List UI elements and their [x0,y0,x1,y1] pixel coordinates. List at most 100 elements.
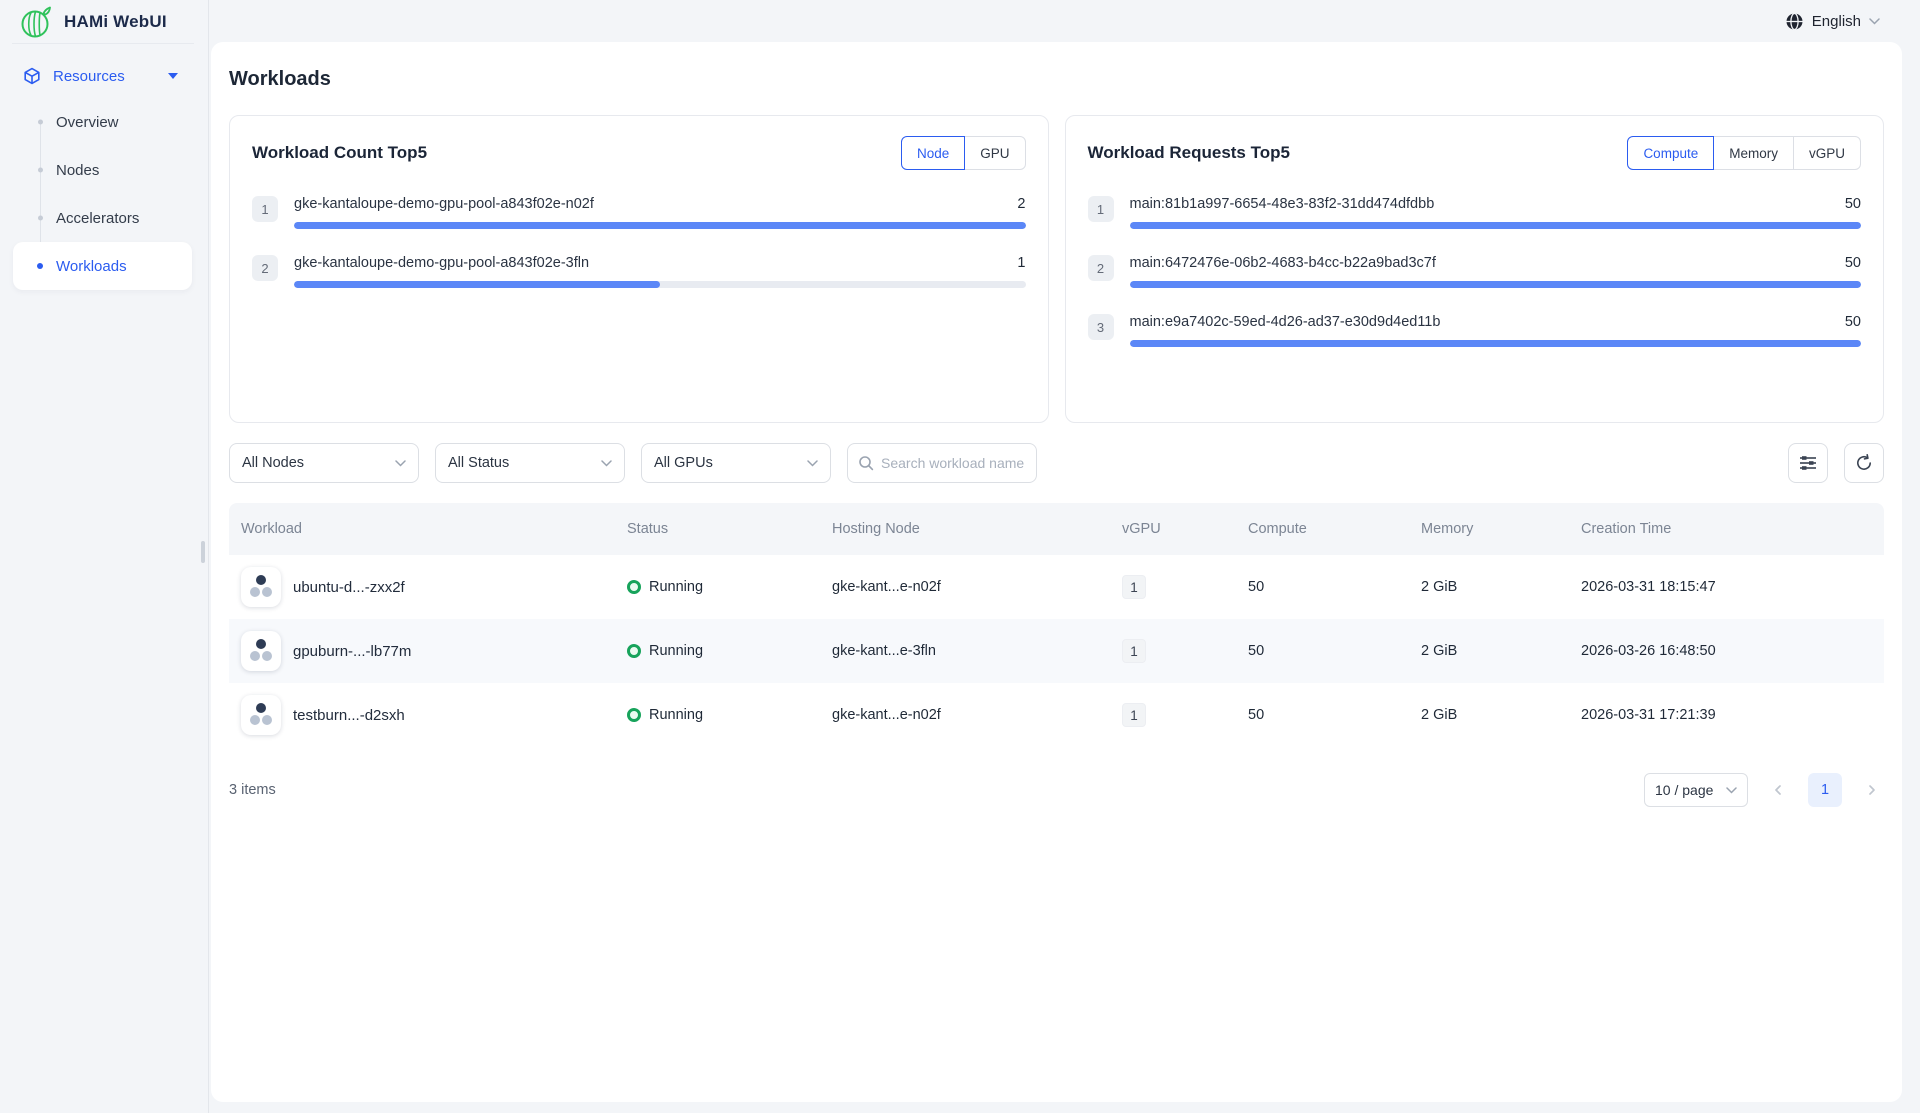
requests-chart-rows: 1 main:81b1a997-6654-48e3-83f2-31dd474dfd… [1087,196,1862,347]
refresh-button[interactable] [1844,443,1884,483]
chevron-down-icon [807,459,818,467]
compute-cell: 50 [1248,579,1265,595]
sidebar-section-label: Resources [53,67,125,85]
pods-icon [241,567,281,607]
sidebar-item-nodes[interactable]: Nodes [13,146,192,194]
hosting-node-cell: gke-kant...e-n02f [832,707,941,723]
toggle-vgpu[interactable]: vGPU [1792,136,1861,170]
next-page-button[interactable] [1860,778,1884,802]
workload-name: gpuburn-...-lb77m [293,642,412,660]
topbar: English [209,0,1920,42]
bar-fill [1129,281,1861,288]
chart-row-top: gke-kantaloupe-demo-gpu-pool-a843f02e-n0… [294,196,1026,212]
panel-head: Workload Requests Top5 Compute Memory vGPU [1087,136,1861,170]
sidebar-item-workloads[interactable]: Workloads [13,242,192,290]
chart-row: 1 gke-kantaloupe-demo-gpu-pool-a843f02e-n… [252,196,1026,229]
chart-item-label: gke-kantaloupe-demo-gpu-pool-a843f02e-n0… [294,196,594,212]
sidebar-item-label: Accelerators [56,209,140,227]
bar-fill [1129,222,1861,229]
table-row[interactable]: ubuntu-d...-zxx2f Running gke-kant...e-n02… [229,555,1884,619]
bullet-dot-icon [37,167,43,173]
vgpu-badge: 1 [1122,703,1146,727]
rank-badge: 2 [252,255,278,281]
rank-badge: 1 [252,196,278,222]
toggle-compute[interactable]: Compute [1627,136,1715,170]
chart-row: 3 main:e9a7402c-59ed-4d26-ad37-e30d9d4ed1… [1087,314,1862,347]
sidebar-item-accelerators[interactable]: Accelerators [13,194,192,242]
chart-row-top: gke-kantaloupe-demo-gpu-pool-a843f02e-3f… [294,255,1026,271]
previous-page-button[interactable] [1766,778,1790,802]
pods-icon [241,695,281,735]
column-settings-button[interactable] [1788,443,1828,483]
panel-title: Workload Requests Top5 [1087,143,1290,162]
memory-cell: 2 GiB [1421,643,1458,659]
bar-track [294,281,1026,288]
workload-cell: gpuburn-...-lb77m [229,631,615,671]
toggle-node[interactable]: Node [900,136,966,170]
pod-dot [256,575,266,585]
status-filter-value: All Status [448,455,510,471]
bullet-dot-icon [37,263,43,269]
panel-title: Workload Count Top5 [252,143,428,162]
table-row[interactable]: testburn...-d2sxh Running gke-kant...e-n02… [229,683,1884,747]
gpu-filter-select[interactable]: All GPUs [641,443,831,483]
creation-time-cell: 2026-03-31 18:15:47 [1581,579,1716,595]
sidebar-resize-handle[interactable] [201,541,205,563]
chart-row-body: main:e9a7402c-59ed-4d26-ad37-e30d9d4ed11… [1129,314,1862,347]
chart-row-top: main:e9a7402c-59ed-4d26-ad37-e30d9d4ed11… [1130,314,1862,330]
chart-item-value: 50 [1844,255,1861,271]
status-cell: Running [615,707,820,723]
requests-toggle-group: Compute Memory vGPU [1627,136,1861,170]
chart-row-body: main:81b1a997-6654-48e3-83f2-31dd474dfdb… [1129,196,1861,229]
memory-cell: 2 GiB [1421,579,1458,595]
bar-fill [1129,340,1861,347]
watermelon-logo-icon [21,6,51,37]
status-label: Running [649,579,704,595]
node-filter-select[interactable]: All Nodes [229,443,419,483]
bar-track [294,222,1026,229]
chart-row: 2 main:6472476e-06b2-4683-b4cc-b22a9bad3c… [1087,255,1862,288]
chevron-down-icon [601,459,612,467]
search-input[interactable] [881,455,1026,471]
sidebar: HAMi WebUI Resources Overview Nodes Accele… [0,0,209,1113]
status-label: Running [649,707,704,723]
sidebar-section-resources[interactable]: Resources [0,58,208,94]
chart-row-body: gke-kantaloupe-demo-gpu-pool-a843f02e-3f… [294,255,1026,288]
current-page-button[interactable]: 1 [1808,773,1842,807]
count-toggle-group: Node GPU [900,136,1026,170]
pod-dot [250,715,260,725]
summary-cards: Workload Count Top5 Node GPU 1 gke-kantalo… [229,115,1884,423]
toggle-gpu[interactable]: GPU [964,136,1026,170]
status-filter-select[interactable]: All Status [435,443,625,483]
workload-cell: ubuntu-d...-zxx2f [229,567,615,607]
column-header-workload: Workload [241,521,302,537]
gpu-filter-value: All GPUs [654,455,713,471]
table-row[interactable]: gpuburn-...-lb77m Running gke-kant...e-3fl… [229,619,1884,683]
sidebar-item-overview[interactable]: Overview [13,98,192,146]
workload-name: testburn...-d2sxh [293,706,405,724]
chevron-down-icon [395,459,406,467]
pods-icon [241,631,281,671]
chevron-right-icon [1869,785,1875,795]
status-label: Running [649,643,704,659]
sidebar-item-label: Overview [56,113,119,131]
pod-dot [262,715,272,725]
workload-requests-card: Workload Requests Top5 Compute Memory vGPU… [1064,115,1884,423]
table-body: ubuntu-d...-zxx2f Running gke-kant...e-n02… [229,555,1884,747]
column-settings-icon [1800,456,1816,470]
chart-item-value: 50 [1844,314,1861,330]
chart-item-label: gke-kantaloupe-demo-gpu-pool-a843f02e-3f… [294,255,590,271]
compute-cell: 50 [1248,707,1265,723]
bar-track [1129,340,1861,347]
count-chart-rows: 1 gke-kantaloupe-demo-gpu-pool-a843f02e-n… [252,196,1026,288]
language-selector[interactable]: English [1785,12,1880,31]
chart-item-value: 2 [1017,196,1026,212]
page-size-select[interactable]: 10 / page [1644,773,1748,807]
chart-row-top: main:6472476e-06b2-4683-b4cc-b22a9bad3c7… [1130,255,1862,271]
chart-item-label: main:6472476e-06b2-4683-b4cc-b22a9bad3c7… [1129,255,1436,271]
toggle-memory[interactable]: Memory [1713,136,1794,170]
workload-count-card: Workload Count Top5 Node GPU 1 gke-kantalo… [229,115,1049,423]
rank-badge: 3 [1087,314,1114,340]
bar-track [1129,222,1861,229]
